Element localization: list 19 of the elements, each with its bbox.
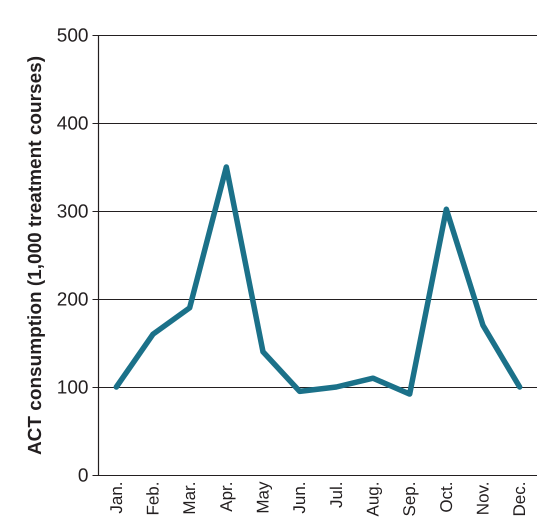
x-tick-label: Dec.: [510, 482, 530, 516]
x-tick-label: Apr.: [216, 482, 236, 512]
x-tick-label: Nov.: [474, 482, 492, 516]
y-tick-label: 500: [56, 26, 88, 46]
x-tick-label: Jan.: [106, 482, 126, 514]
y-tick-label: 0: [78, 466, 88, 486]
x-tick-label: Jun.: [290, 482, 310, 514]
y-tick-label: 400: [56, 114, 88, 134]
y-tick-label: 300: [56, 202, 88, 222]
y-tick-label: 200: [56, 290, 88, 310]
x-tick-label: Sep.: [400, 482, 420, 516]
x-tick-label: Aug.: [364, 482, 382, 516]
x-tick-label: Jul.: [326, 482, 346, 508]
x-tick-label: May: [254, 481, 272, 514]
y-tick-label: 100: [56, 378, 88, 398]
x-tick-label: Feb.: [144, 482, 162, 516]
y-axis-title: ACT consumption (1,000 treatment courses): [24, 56, 46, 456]
x-tick-label: Mar.: [180, 482, 200, 515]
x-tick-label: Oct.: [436, 482, 456, 513]
